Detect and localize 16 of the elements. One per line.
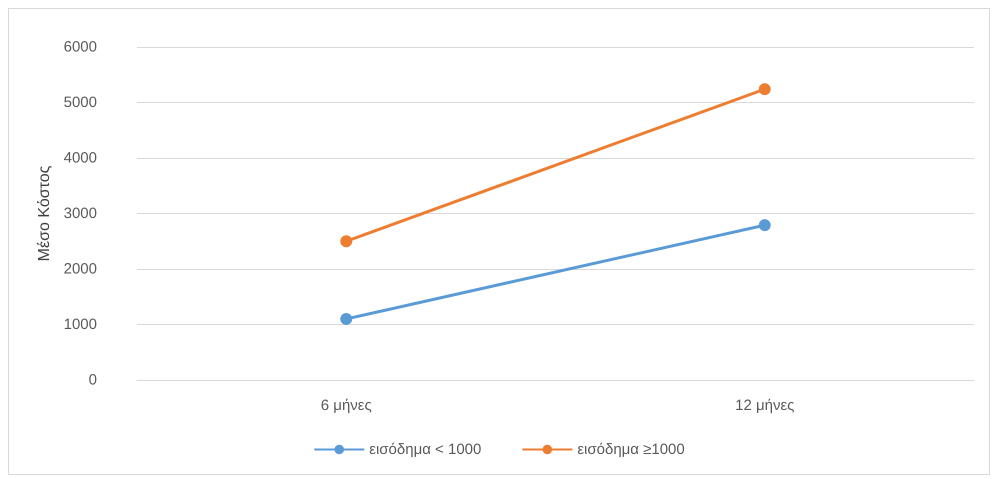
y-tick-label: 5000	[64, 94, 97, 111]
legend-label: εισόδημα ≥1000	[577, 441, 685, 458]
point	[758, 83, 771, 96]
y-axis-title: Μέσο Κόστος	[36, 165, 54, 262]
y-tick-label: 6000	[64, 38, 97, 56]
legend-label: εισόδημα < 1000	[369, 441, 482, 458]
point	[340, 235, 352, 248]
x-tick-label: 12 μήνες	[735, 397, 794, 414]
y-tick-label: 4000	[64, 150, 97, 166]
point	[340, 312, 352, 325]
y-tick-label: 1000	[64, 316, 97, 333]
point	[758, 219, 771, 232]
y-tick-label: 3000	[64, 205, 97, 222]
y-tick-label: 0	[88, 372, 97, 388]
x-tick-label: 6 μήνες	[320, 397, 372, 414]
y-tick-label: 2000	[64, 260, 97, 278]
